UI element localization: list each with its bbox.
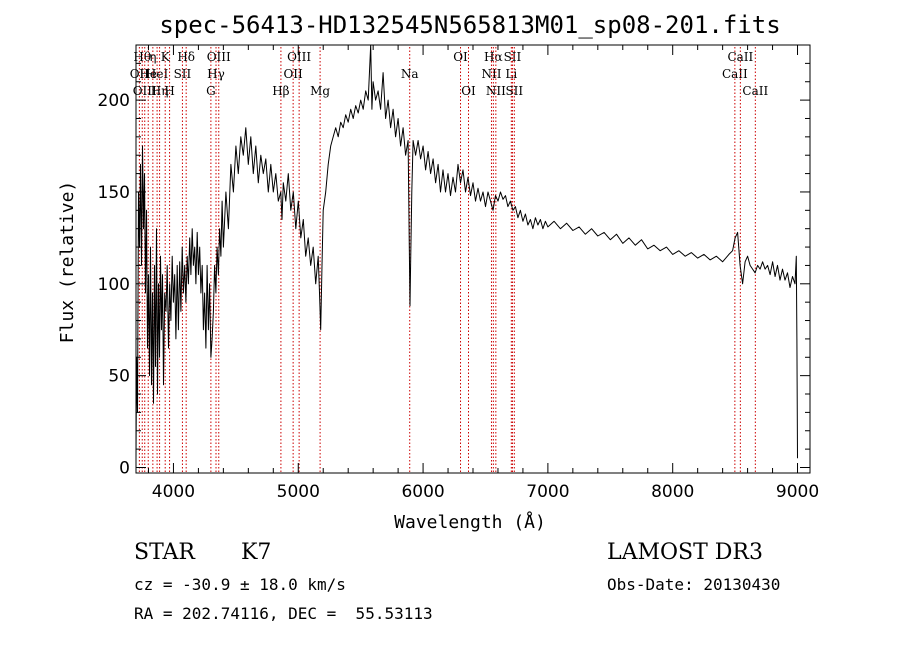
y-tick-label: 0 [119, 458, 130, 478]
line-marker-label: Hθ [133, 50, 151, 64]
line-marker-label: CaII [722, 67, 748, 81]
line-marker-label: Hβ [272, 84, 289, 98]
series-layer [135, 44, 798, 459]
line-marker-label: HeI [146, 67, 169, 81]
line-marker-label: Li [505, 67, 517, 81]
line-marker-label: Hδ [177, 50, 195, 64]
x-tick-label: 5000 [277, 482, 320, 502]
object-class: STAR [134, 540, 195, 565]
line-marker-label: NII [486, 84, 506, 98]
coordinates-readout: RA = 202.74116, DEC = 55.53113 [134, 604, 433, 623]
line-marker-label: OIII [287, 50, 311, 64]
line-marker-label: OI [453, 50, 468, 64]
x-tick-label: 7000 [526, 482, 569, 502]
line-marker-label: Na [401, 67, 419, 81]
y-tick-label: 150 [98, 183, 130, 203]
line-marker-label: CaII [727, 50, 753, 64]
line-marker-label: SII [174, 67, 192, 81]
line-marker-label: Hα [484, 50, 503, 64]
line-marker-label: G [206, 84, 216, 98]
line-marker-label: Mg [310, 84, 330, 98]
y-axis-label: Flux (relative) [57, 181, 78, 344]
line-marker-label: SII [505, 84, 523, 98]
line-marker-label: H [164, 84, 174, 98]
line-marker-label: OI [461, 84, 476, 98]
line-marker-label: SII [504, 50, 522, 64]
x-tick-label: 6000 [401, 482, 444, 502]
observation-date: Obs-Date: 20130430 [607, 575, 781, 594]
y-tick-label: 50 [108, 367, 130, 387]
object-subclass: K7 [241, 540, 272, 565]
x-tick-label: 9000 [776, 482, 819, 502]
survey-name: LAMOST DR3 [607, 540, 763, 565]
line-marker-label: CaII [742, 84, 768, 98]
line-marker-label: OIII [133, 84, 157, 98]
line-marker-label: OII [130, 67, 150, 81]
chart-title: spec-56413-HD132545N565813M01_sp08-201.f… [159, 11, 780, 39]
line-markers: OIIHθOIIIHeηHeIHηKHSIIHδGHγOIIIHβOIIOIII… [130, 47, 768, 473]
line-marker-label: η [149, 50, 156, 64]
axes: 4000 5000 6000 7000 8000 9000 0 50 100 150 200 [98, 44, 819, 502]
line-marker-label: Hγ [207, 67, 225, 81]
y-tick-label: 100 [98, 275, 130, 295]
x-tick-label: 4000 [152, 482, 195, 502]
x-axis-label: Wavelength (Å) [394, 511, 546, 533]
line-marker-label: OIII [207, 50, 231, 64]
spectrum-line-0 [135, 44, 798, 459]
line-marker-label: He [139, 67, 157, 81]
line-marker-label: OII [283, 67, 303, 81]
redshift-readout: cz = -30.9 ± 18.0 km/s [134, 575, 346, 594]
line-marker-label: Hη [151, 84, 169, 98]
y-tick-label: 200 [98, 91, 130, 111]
x-tick-label: 8000 [651, 482, 694, 502]
line-marker-label: NII [481, 67, 501, 81]
line-marker-label: K [161, 50, 171, 64]
